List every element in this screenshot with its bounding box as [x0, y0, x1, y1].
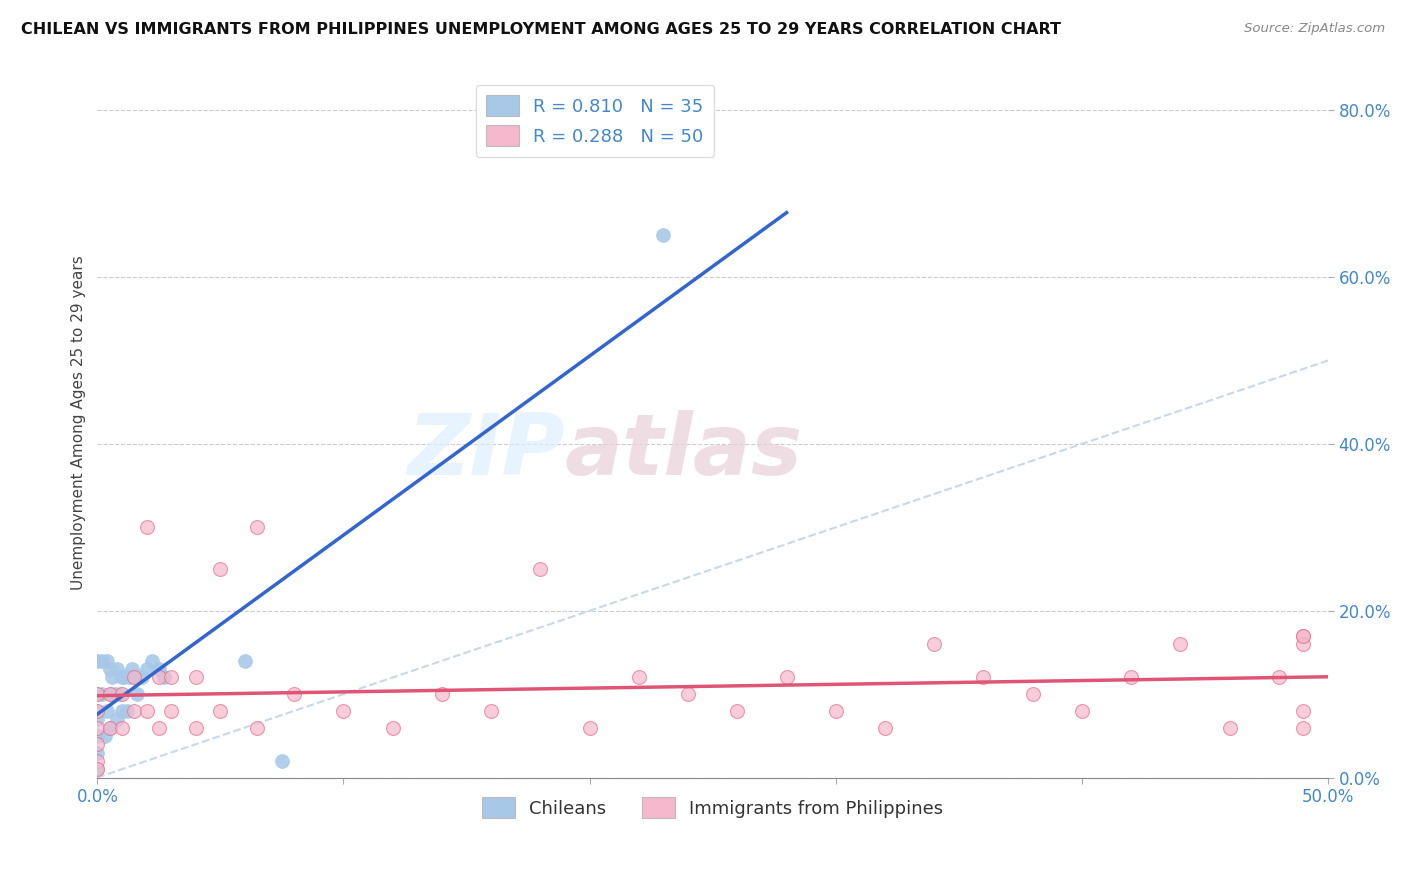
Point: [1170, 637, 1192, 651]
Point: [86, 687, 108, 701]
Point: [824, 704, 846, 718]
Point: [1292, 629, 1315, 643]
Point: [86, 762, 108, 776]
Point: [1292, 721, 1315, 735]
Point: [209, 704, 232, 718]
Point: [153, 670, 176, 684]
Point: [160, 704, 183, 718]
Text: ZIP: ZIP: [408, 410, 565, 493]
Point: [972, 670, 994, 684]
Point: [131, 670, 153, 684]
Y-axis label: Unemployment Among Ages 25 to 29 years: Unemployment Among Ages 25 to 29 years: [72, 256, 86, 591]
Point: [246, 721, 269, 735]
Point: [430, 687, 453, 701]
Point: [209, 562, 232, 576]
Point: [627, 670, 650, 684]
Point: [93, 729, 115, 743]
Point: [725, 704, 748, 718]
Point: [111, 721, 134, 735]
Point: [115, 704, 138, 718]
Point: [148, 721, 170, 735]
Text: atlas: atlas: [565, 410, 803, 493]
Point: [105, 712, 128, 726]
Point: [676, 687, 699, 701]
Point: [86, 746, 108, 760]
Point: [86, 687, 108, 701]
Point: [86, 762, 108, 776]
Point: [578, 721, 600, 735]
Point: [118, 670, 141, 684]
Point: [135, 704, 157, 718]
Point: [529, 562, 551, 576]
Point: [86, 721, 108, 735]
Point: [103, 687, 125, 701]
Point: [96, 704, 118, 718]
Point: [111, 704, 134, 718]
Point: [184, 721, 207, 735]
Point: [111, 687, 134, 701]
Point: [135, 520, 157, 534]
Point: [91, 654, 114, 668]
Point: [112, 670, 135, 684]
Point: [141, 654, 163, 668]
Point: [86, 704, 108, 718]
Point: [86, 654, 108, 668]
Point: [86, 729, 108, 743]
Point: [98, 662, 121, 676]
Point: [105, 662, 128, 676]
Point: [91, 687, 114, 701]
Text: Source: ZipAtlas.com: Source: ZipAtlas.com: [1244, 22, 1385, 36]
Point: [98, 721, 121, 735]
Point: [86, 712, 108, 726]
Point: [271, 754, 294, 768]
Text: CHILEAN VS IMMIGRANTS FROM PHILIPPINES UNEMPLOYMENT AMONG AGES 25 TO 29 YEARS CO: CHILEAN VS IMMIGRANTS FROM PHILIPPINES U…: [21, 22, 1062, 37]
Point: [101, 670, 124, 684]
Point: [86, 754, 108, 768]
Point: [283, 687, 305, 701]
Point: [98, 687, 121, 701]
Point: [86, 704, 108, 718]
Point: [1292, 637, 1315, 651]
Point: [233, 654, 256, 668]
Point: [652, 228, 675, 243]
Point: [124, 670, 146, 684]
Point: [125, 687, 148, 701]
Point: [922, 637, 945, 651]
Point: [108, 687, 131, 701]
Point: [111, 670, 134, 684]
Point: [1219, 721, 1241, 735]
Point: [775, 670, 797, 684]
Point: [1121, 670, 1143, 684]
Point: [148, 670, 170, 684]
Point: [246, 520, 269, 534]
Point: [873, 721, 896, 735]
Point: [332, 704, 354, 718]
Point: [98, 687, 121, 701]
Point: [1268, 670, 1291, 684]
Point: [86, 737, 108, 751]
Point: [121, 662, 143, 676]
Point: [184, 670, 207, 684]
Point: [96, 654, 118, 668]
Point: [124, 704, 146, 718]
Point: [135, 662, 157, 676]
Point: [479, 704, 502, 718]
Point: [1292, 704, 1315, 718]
Legend: Chileans, Immigrants from Philippines: Chileans, Immigrants from Philippines: [475, 790, 950, 825]
Point: [148, 662, 170, 676]
Point: [381, 721, 404, 735]
Point: [124, 670, 146, 684]
Point: [1071, 704, 1094, 718]
Point: [160, 670, 183, 684]
Point: [1292, 629, 1315, 643]
Point: [1022, 687, 1045, 701]
Point: [98, 721, 121, 735]
